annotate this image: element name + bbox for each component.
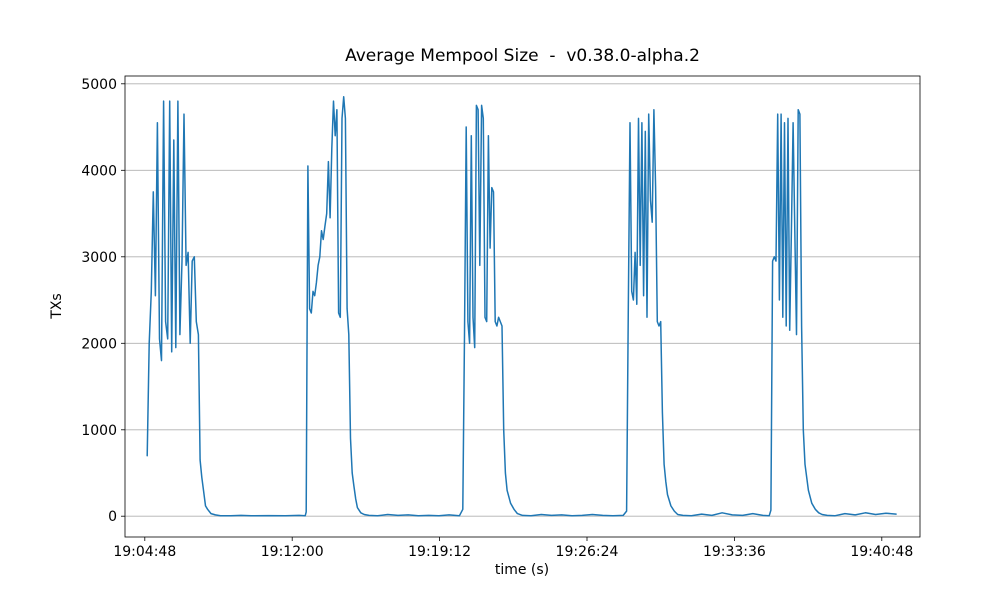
x-tick-label: 19:19:12 [408, 544, 471, 560]
x-tick-label: 19:26:24 [556, 544, 619, 560]
y-tick-label: 3000 [81, 250, 117, 266]
axes-frame [124, 75, 921, 538]
x-tick-label: 19:04:48 [113, 544, 176, 560]
x-tick-label: 19:33:36 [703, 544, 766, 560]
x-axis-label: time (s) [494, 562, 550, 578]
y-tick-label: 1000 [81, 423, 117, 439]
y-tick-label: 2000 [81, 336, 117, 352]
y-tick-label: 4000 [81, 163, 117, 179]
series-line [146, 96, 897, 517]
x-tick-label: 19:40:48 [850, 544, 913, 560]
y-tick-label: 0 [108, 509, 117, 525]
y-tick-label: 5000 [81, 77, 117, 93]
chart-title: Average Mempool Size - v0.38.0-alpha.2 [345, 46, 700, 66]
x-tick-label: 19:12:00 [261, 544, 324, 560]
